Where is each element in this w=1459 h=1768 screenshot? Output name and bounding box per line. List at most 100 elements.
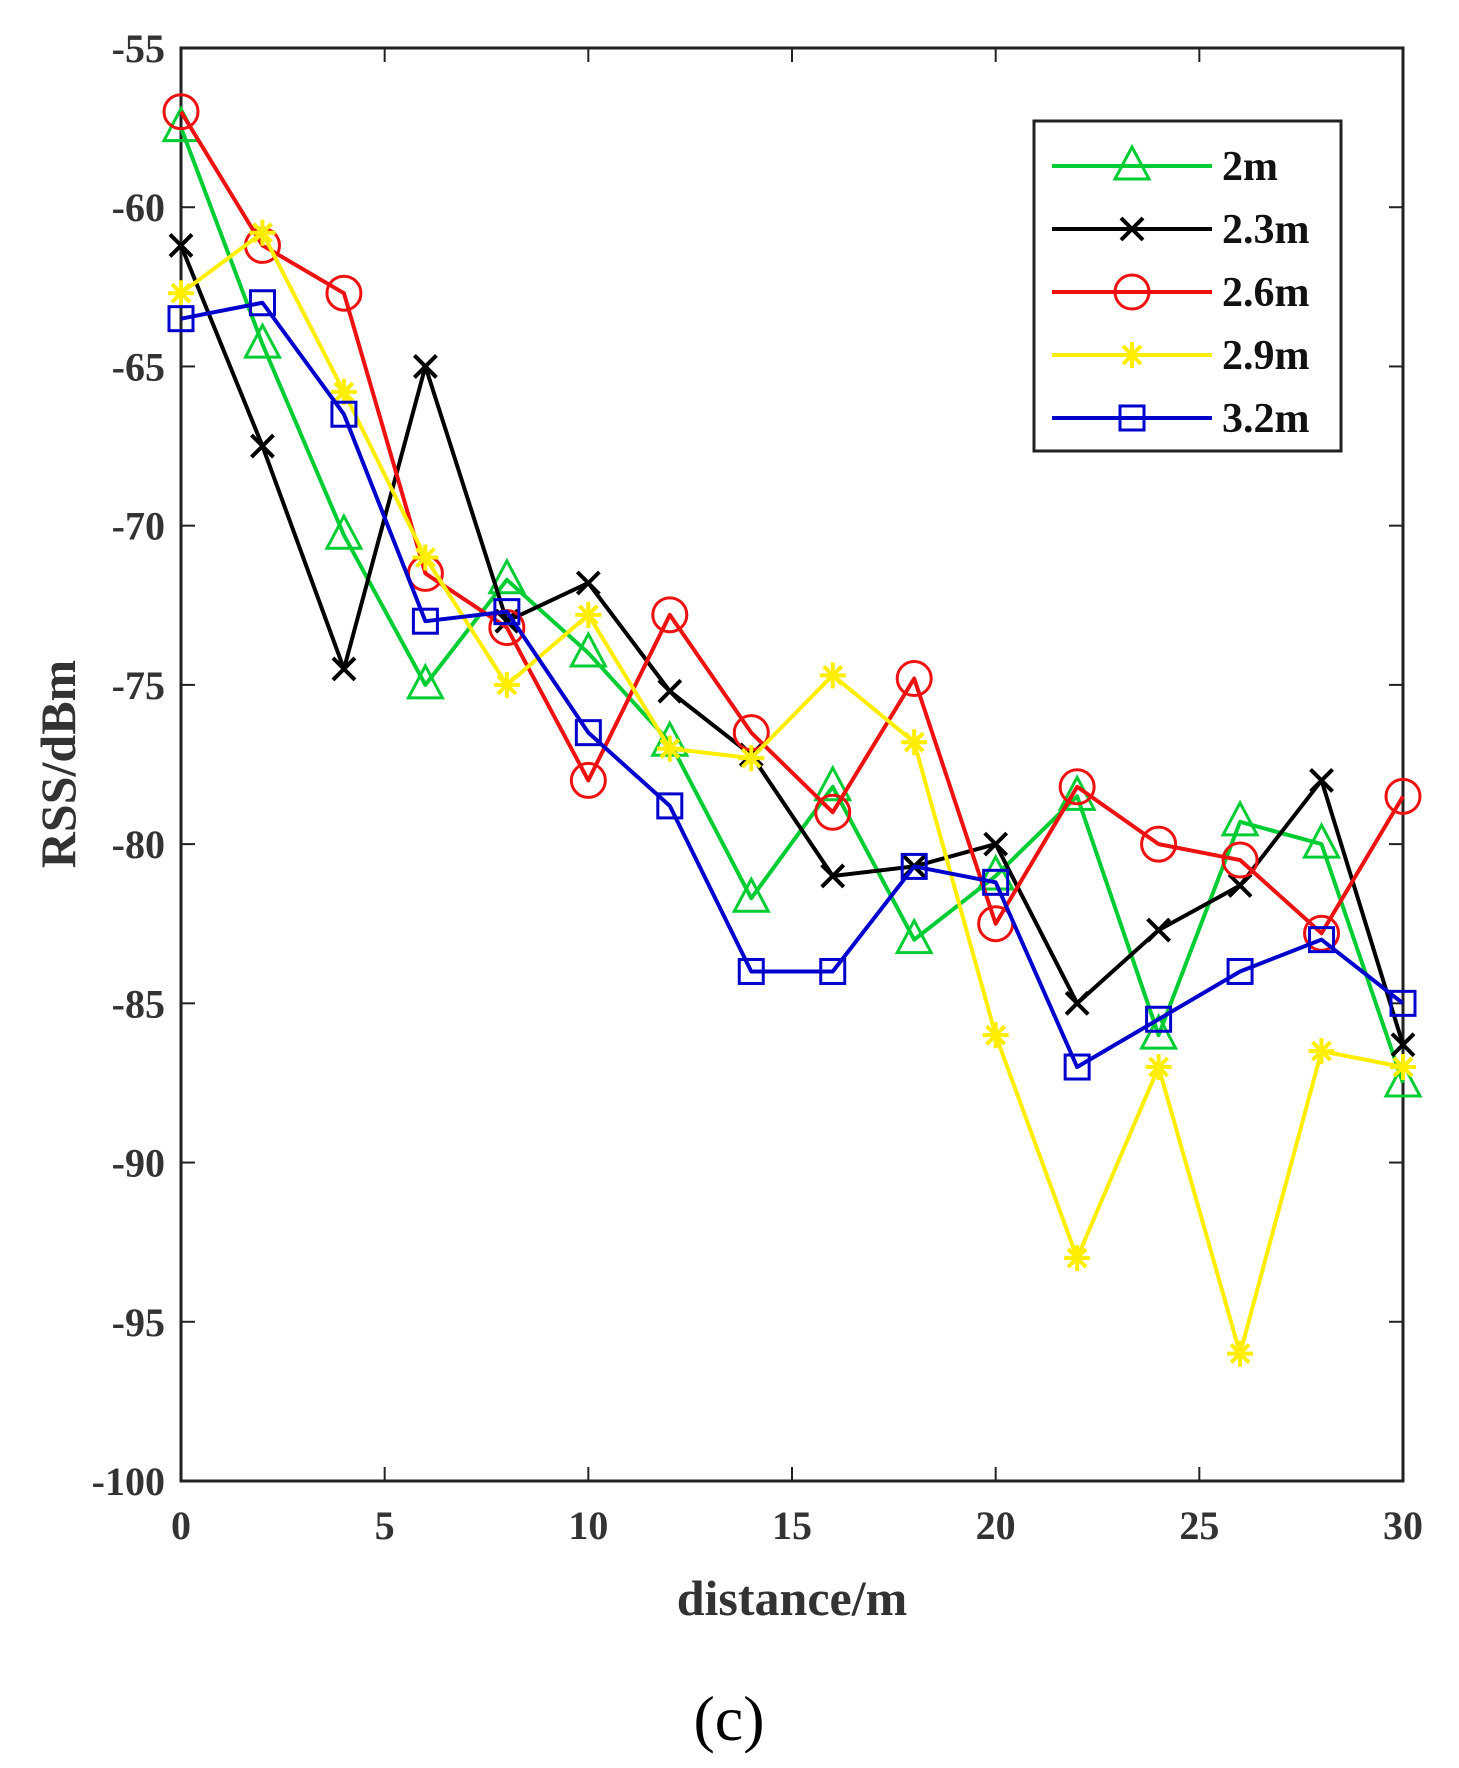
data-point [976,853,1016,891]
legend-label: 2m [1222,144,1278,190]
legend-marker [1119,342,1145,368]
data-point [982,868,1010,896]
data-point [819,957,847,985]
series-line [179,110,1405,936]
data-point [819,662,846,689]
legend-item: 2.9m [1052,333,1310,379]
data-point [412,544,439,571]
data-point [1140,825,1178,863]
data-point [895,660,933,698]
data-point [1227,873,1253,898]
x-tick-label: 5 [375,1503,395,1548]
data-point [1063,1053,1091,1081]
data-point [493,671,520,698]
data-point [250,433,275,459]
data-point [1064,1245,1091,1272]
legend-marker [1112,143,1152,181]
y-tick-label: -100 [92,1459,165,1504]
data-point [1308,926,1336,954]
data-point [731,876,771,913]
y-tick-label: -75 [112,663,165,708]
data-point [168,280,194,307]
data-point [1221,841,1259,879]
x-tick-label: 30 [1383,1503,1423,1548]
y-tick-label: -60 [112,185,165,230]
data-point [412,354,438,379]
data-point [738,745,765,772]
data-point [242,321,282,359]
y-axis-label: RSS/dBm [30,660,86,868]
data-point [1145,1054,1172,1081]
data-point [1220,799,1260,837]
data-point [1227,1340,1254,1367]
x-tick-label: 20 [976,1503,1016,1548]
data-point [167,305,195,333]
data-point [983,831,1009,857]
x-tick-label: 15 [772,1503,812,1548]
y-tick-label: -65 [112,344,165,389]
x-tick-label: 0 [171,1503,191,1548]
data-point [331,656,357,682]
legend-item: 2.3m [1052,207,1310,253]
data-point [411,607,439,635]
data-point [982,1022,1009,1049]
data-point [656,792,684,820]
data-point [656,735,683,762]
data-point [1384,777,1422,815]
y-tick-label: -90 [112,1141,165,1186]
y-tick-label: -85 [112,981,165,1026]
panel-label: (c) [693,1683,764,1754]
series-3.2m [167,289,1417,1081]
data-point [820,863,846,889]
legend-marker [1118,404,1146,432]
data-point [249,219,276,246]
legend-item: 2.6m [1052,270,1310,316]
data-point [1390,1032,1416,1058]
series-2.9m [168,219,1416,1367]
legend-label: 2.3m [1222,207,1310,253]
y-tick-label: -95 [112,1300,165,1345]
data-point [162,93,200,131]
data-point [814,793,852,831]
data-point [737,957,765,985]
data-point [894,917,934,955]
data-point [405,662,445,700]
x-tick-label: 10 [568,1503,608,1548]
x-axis-ticks: 0 5 10 15 20 25 30 [171,48,1423,1548]
y-tick-label: -55 [112,26,165,71]
data-point [1308,1038,1335,1065]
data-point [325,274,363,312]
series-line [179,126,1405,1084]
legend-label: 2.6m [1222,270,1310,316]
data-point [569,761,607,799]
data-point [487,557,527,595]
data-point [657,678,683,704]
data-point [1390,1054,1416,1081]
legend-marker [1113,273,1151,311]
data-point [324,513,364,550]
legend-label: 2.9m [1222,333,1310,379]
data-point [493,598,521,626]
data-point [1064,990,1090,1016]
data-point [574,719,602,747]
series-line [180,300,1405,1070]
data-point [330,400,358,428]
x-tick-label: 25 [1179,1503,1219,1548]
legend-label: 3.2m [1222,396,1310,442]
data-point [651,596,689,634]
series-layer [161,93,1423,1367]
data-point [1389,989,1417,1017]
data-point [813,764,853,802]
legend: 2m 2.3m 2.6m 2.9m 3.2m [1032,119,1343,453]
data-point [575,570,601,596]
series-2.6m [162,93,1422,952]
data-point [568,630,608,668]
data-point [1146,917,1172,943]
data-point [330,378,357,405]
data-point [248,289,276,317]
data-point [1226,957,1254,985]
data-point [901,729,928,756]
legend-item: 3.2m [1052,396,1310,442]
data-point [575,601,602,628]
